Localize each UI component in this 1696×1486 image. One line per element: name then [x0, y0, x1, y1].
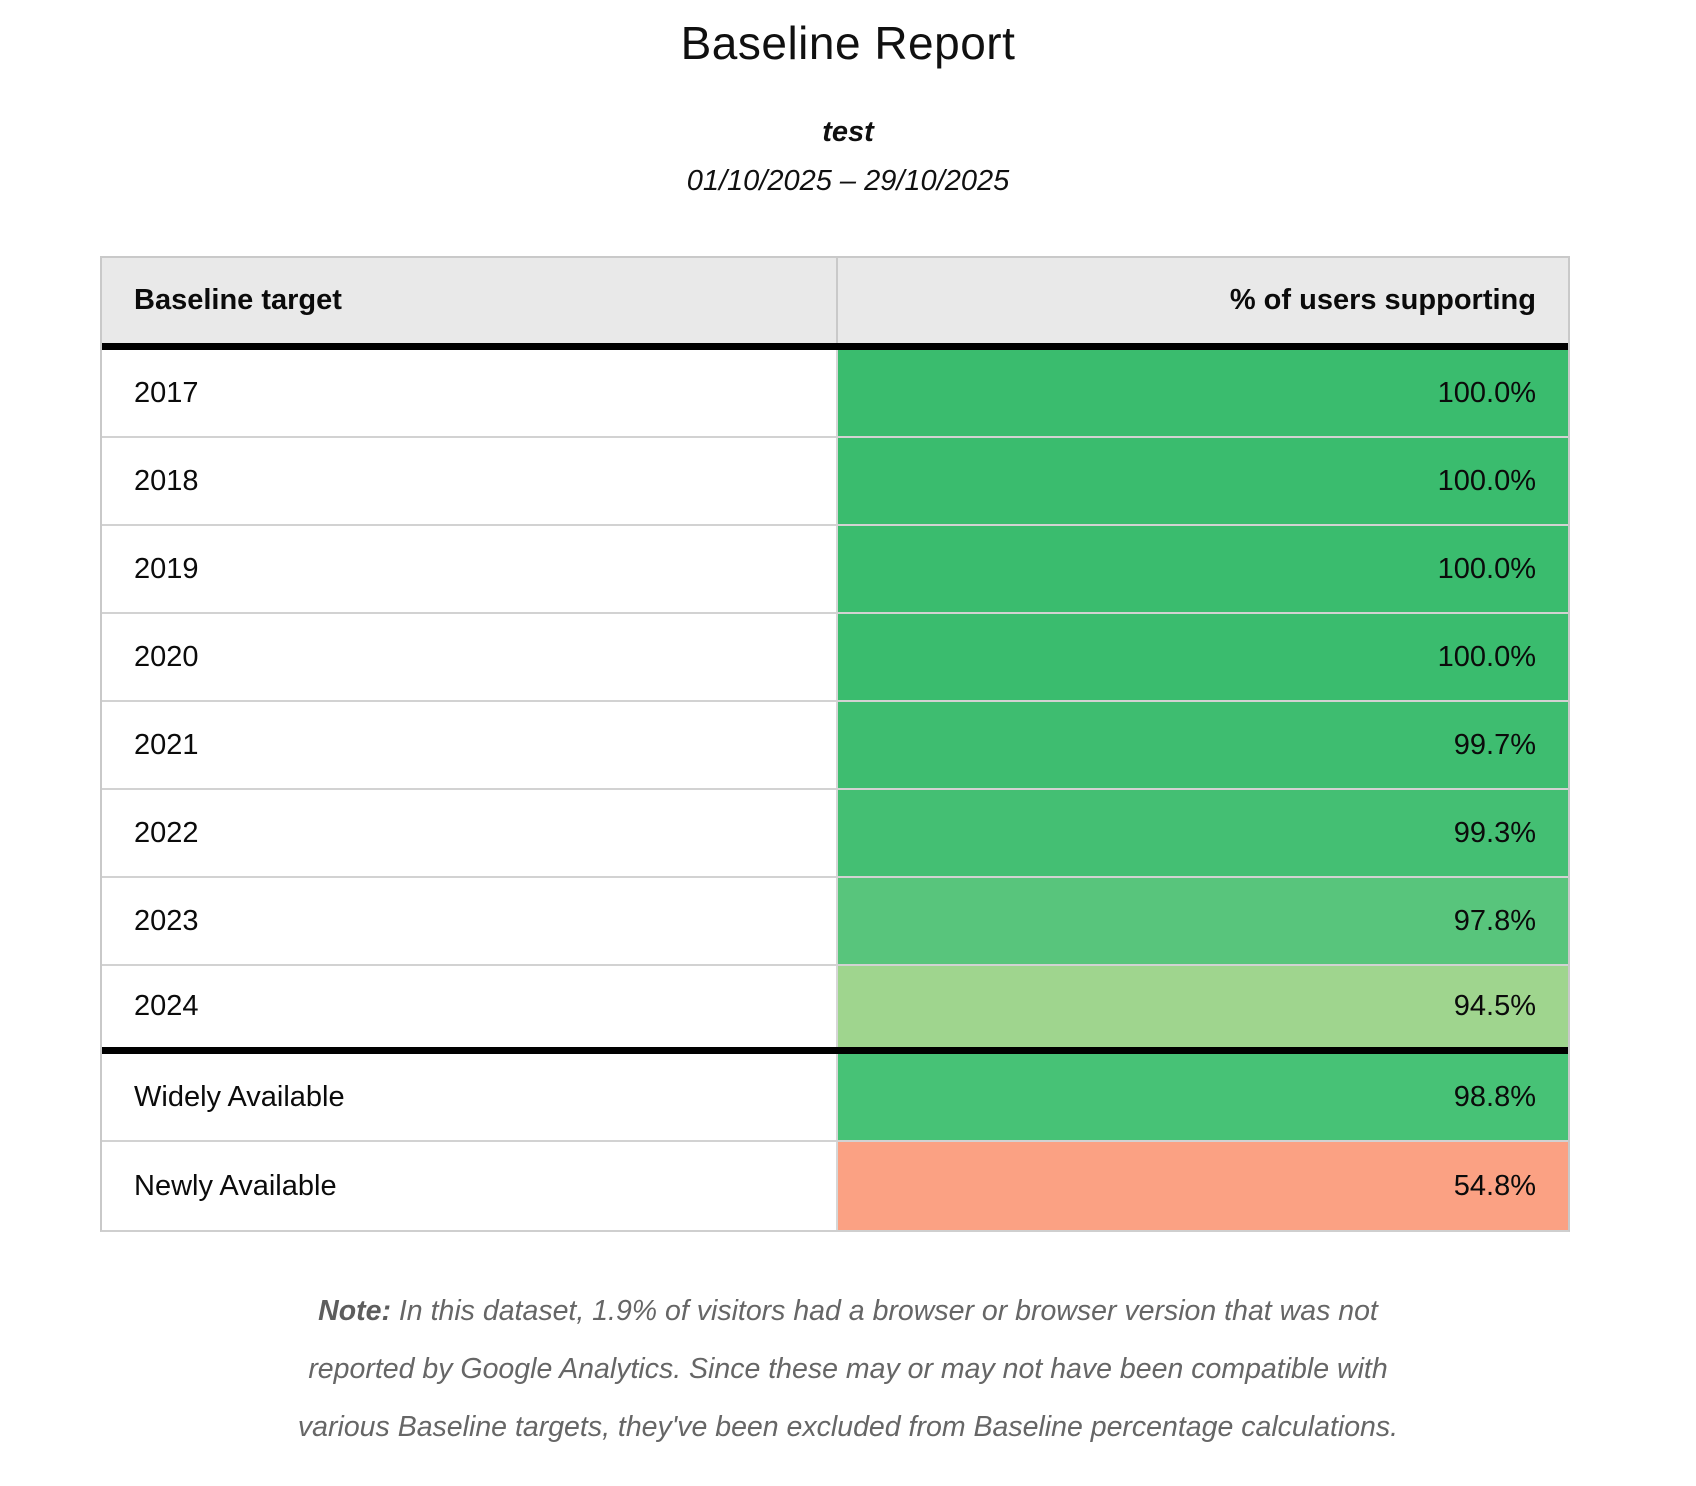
row-value: 99.3%: [837, 790, 1568, 876]
page-title: Baseline Report: [680, 17, 1016, 69]
row-label: Widely Available: [102, 1054, 838, 1140]
row-label: 2022: [102, 790, 838, 876]
row-value: 98.8%: [837, 1054, 1568, 1140]
table-row: 2023 97.8%: [102, 878, 1568, 966]
table-row: 2024 94.5%: [102, 966, 1568, 1054]
row-value: 54.8%: [837, 1142, 1568, 1230]
table-row: 2020 100.0%: [102, 614, 1568, 702]
column-header-percent-supporting: % of users supporting: [1229, 284, 1536, 316]
row-value: 100.0%: [837, 526, 1568, 612]
table-header-row: Baseline target % of users supporting: [102, 258, 1568, 350]
table-row: 2022 99.3%: [102, 790, 1568, 878]
row-label: 2017: [102, 350, 838, 436]
report-date-range: 01/10/2025 – 29/10/2025: [686, 165, 1010, 197]
column-header-baseline-target: Baseline target: [102, 258, 838, 343]
table-row: Widely Available 98.8%: [102, 1054, 1568, 1142]
report-note: Note: In this dataset, 1.9% of visitors …: [0, 1282, 1696, 1486]
table-row: 2018 100.0%: [102, 438, 1568, 526]
table-row: 2017 100.0%: [102, 350, 1568, 438]
row-label: 2018: [102, 438, 838, 524]
report-subtitle: test: [822, 116, 874, 148]
row-value: 100.0%: [837, 350, 1568, 436]
table-row: 2021 99.7%: [102, 702, 1568, 790]
row-value: 94.5%: [837, 966, 1568, 1047]
row-value: 99.7%: [837, 702, 1568, 788]
note-line: various Baseline targets, they've been e…: [297, 1411, 1399, 1443]
row-label: 2023: [102, 878, 838, 964]
row-label: 2021: [102, 702, 838, 788]
table-row: 2019 100.0%: [102, 526, 1568, 614]
note-label: Note:: [318, 1295, 391, 1327]
row-label: Newly Available: [102, 1142, 838, 1230]
row-label: 2020: [102, 614, 838, 700]
note-line-text: In this dataset, 1.9% of visitors had a …: [398, 1295, 1378, 1327]
row-label: 2019: [102, 526, 838, 612]
row-label: 2024: [102, 966, 838, 1047]
row-value: 97.8%: [837, 878, 1568, 964]
row-value: 100.0%: [837, 614, 1568, 700]
baseline-table: Baseline target % of users supporting 20…: [100, 256, 1570, 1232]
note-line: reported by Google Analytics. Since thes…: [308, 1353, 1388, 1385]
table-row: Newly Available 54.8%: [102, 1142, 1568, 1230]
note-line: Note: In this dataset, 1.9% of visitors …: [0, 1282, 1696, 1340]
row-value: 100.0%: [837, 438, 1568, 524]
